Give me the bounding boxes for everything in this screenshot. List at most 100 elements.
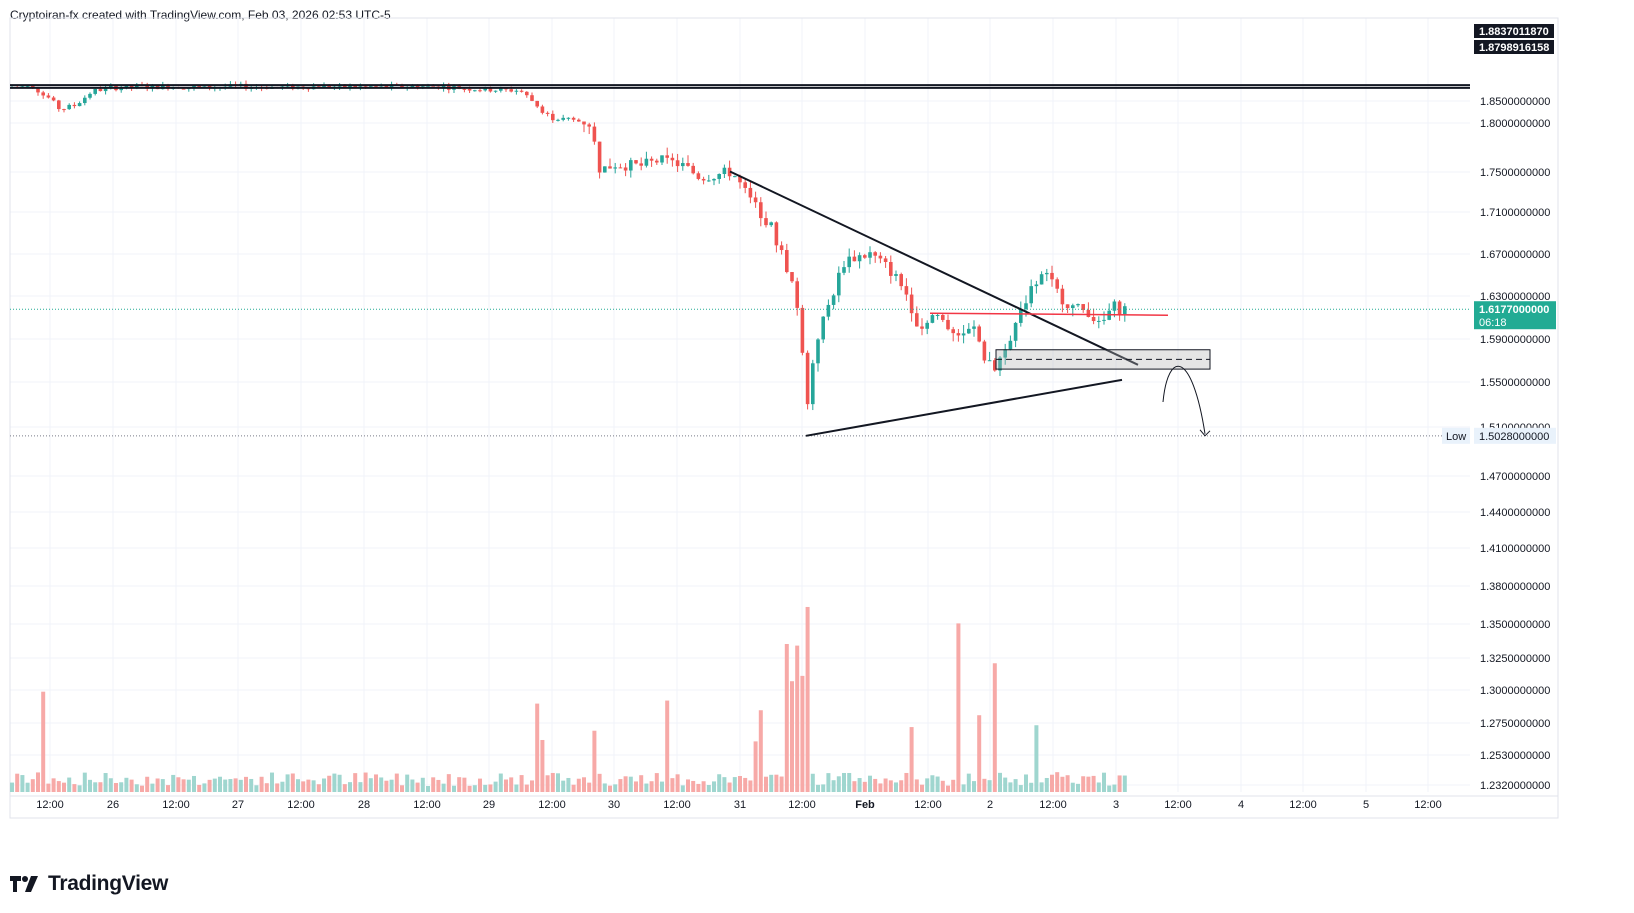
volume-bar xyxy=(790,681,794,792)
candle-body xyxy=(327,85,331,88)
brand[interactable]: TradingView xyxy=(10,872,168,896)
volume-bar xyxy=(415,782,420,792)
volume-bar xyxy=(348,782,352,792)
candle-body xyxy=(785,250,789,273)
volume-bars xyxy=(10,606,1127,792)
candle-body xyxy=(124,84,129,89)
chart-frame xyxy=(9,17,1559,819)
volume-bar xyxy=(233,778,238,792)
volume-bar xyxy=(987,780,992,792)
candle-body xyxy=(1123,306,1127,315)
volume-bar xyxy=(129,779,134,792)
candle-body xyxy=(821,316,825,340)
volume-bar xyxy=(202,783,207,792)
volume-bar xyxy=(738,776,742,792)
volume-bar xyxy=(571,784,576,792)
volume-bar xyxy=(940,780,945,792)
volume-bar xyxy=(816,784,820,792)
candle-body xyxy=(129,84,134,88)
level-price-label: 1.8837011870 xyxy=(1479,26,1549,38)
volume-bar xyxy=(592,730,597,792)
candle-body xyxy=(681,163,685,167)
candle-body xyxy=(774,222,779,246)
level-price-badge xyxy=(1474,40,1554,54)
candle-body xyxy=(1039,274,1044,285)
candle-body xyxy=(842,267,846,273)
candle-body xyxy=(670,157,675,161)
candle-body xyxy=(764,218,768,226)
volume-bar xyxy=(56,781,61,792)
time-tick-label: 27 xyxy=(232,799,244,811)
level-price-badge xyxy=(1474,24,1554,38)
volume-bar xyxy=(140,785,144,792)
volume-bar xyxy=(218,776,222,792)
volume-bar xyxy=(67,777,72,792)
candle-body xyxy=(1065,304,1070,309)
candle-body xyxy=(374,86,378,88)
candle-body xyxy=(597,141,602,173)
volume-bar xyxy=(925,778,930,792)
volume-bar xyxy=(1112,784,1117,792)
candle-body xyxy=(1019,309,1023,323)
volume-bar xyxy=(805,606,810,792)
price-chart[interactable]: 1.8500000000 1.8000000000 1.7500000000 1.71… xyxy=(0,0,1634,860)
volume-bar xyxy=(301,781,306,792)
candle-body xyxy=(545,112,550,114)
volume-bar xyxy=(1008,782,1013,792)
volume-bar xyxy=(1076,783,1080,792)
candle-body xyxy=(738,176,742,183)
candle-body xyxy=(800,307,805,353)
volume-bar xyxy=(446,774,451,792)
price-tick-label: 1.2530000000 xyxy=(1480,750,1550,762)
volume-bar xyxy=(20,775,25,792)
volume-bar xyxy=(374,774,378,792)
volume-bar xyxy=(623,776,628,792)
candle-body xyxy=(951,329,955,334)
candle-body xyxy=(878,255,883,259)
volume-bar xyxy=(556,773,560,792)
candle-body xyxy=(488,87,493,92)
volume-bar xyxy=(717,774,722,792)
projection-arrow-head xyxy=(1199,429,1211,437)
candle-body xyxy=(181,88,186,90)
candle-body xyxy=(1034,284,1039,287)
candle-body xyxy=(103,87,108,92)
volume-bar xyxy=(410,779,415,792)
volume-bar xyxy=(238,779,243,792)
volume-bar xyxy=(244,776,248,792)
volume-bar xyxy=(212,778,217,792)
volume-bar xyxy=(436,779,441,792)
candle-body xyxy=(873,252,877,256)
price-axis: 1.8500000000 1.8000000000 1.7500000000 1.71… xyxy=(1442,24,1556,792)
candle-body xyxy=(98,88,103,92)
volume-bar xyxy=(254,785,259,792)
candle-body xyxy=(566,117,571,119)
candle-body xyxy=(857,255,862,262)
candle-body xyxy=(1117,301,1122,315)
volume-bar xyxy=(1034,725,1039,792)
volume-bar xyxy=(1024,774,1028,792)
candle-body xyxy=(769,222,773,226)
candle-body xyxy=(935,315,940,317)
candle-body xyxy=(779,245,784,251)
candle-body xyxy=(41,92,45,96)
volume-bar xyxy=(696,783,701,792)
candle-body xyxy=(1091,316,1096,322)
candle-body xyxy=(561,117,565,120)
volume-bar xyxy=(675,774,680,792)
candle-body xyxy=(493,90,498,92)
candle-body xyxy=(759,202,763,219)
candle-body xyxy=(925,322,929,329)
candle-body xyxy=(1081,304,1085,310)
time-axis: 12:00 26 12:00 27 12:00 28 12:00 29 12:00 30 12:00… xyxy=(36,799,1442,811)
candle-body xyxy=(51,97,56,101)
candle-body xyxy=(883,258,888,263)
price-tick-label: 1.3500000000 xyxy=(1480,619,1550,631)
time-tick-label: 28 xyxy=(358,799,370,811)
candle-body xyxy=(899,274,903,287)
candle-body xyxy=(852,256,857,262)
volume-bar xyxy=(405,774,410,792)
candle-body xyxy=(93,88,97,94)
volume-bar xyxy=(1081,776,1086,792)
volume-bar xyxy=(337,774,342,792)
